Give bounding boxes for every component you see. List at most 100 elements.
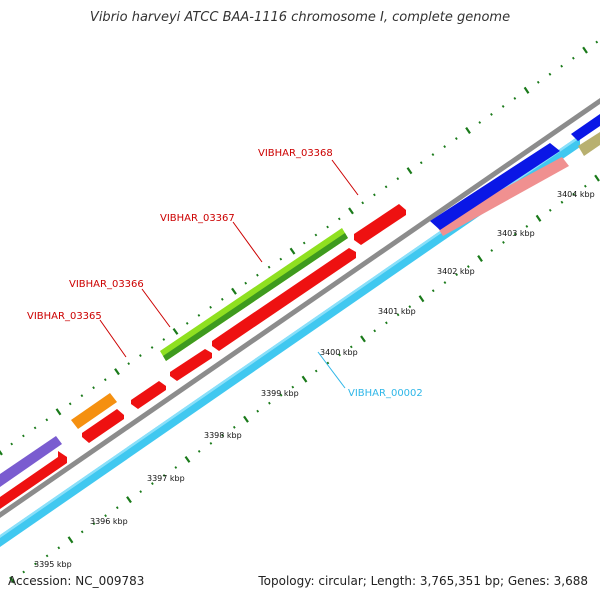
minor-tick — [583, 184, 587, 188]
scale-label: 3400 kbp — [320, 348, 358, 357]
minor-tick — [466, 265, 470, 269]
minor-tick — [548, 72, 552, 76]
gene-vibhar-03367-red[interactable] — [212, 248, 356, 351]
minor-tick — [57, 546, 61, 550]
minor-tick — [373, 193, 376, 197]
minor-tick — [151, 482, 154, 485]
minor-tick — [443, 145, 447, 149]
minor-tick — [127, 362, 131, 365]
scale-label: 3404 kbp — [557, 190, 595, 199]
major-tick — [114, 368, 120, 376]
minor-tick — [268, 401, 271, 405]
gene-label[interactable]: VIBHAR_03365 — [27, 311, 102, 322]
minor-tick — [139, 490, 143, 493]
label-leaders — [99, 159, 359, 389]
minor-tick — [232, 425, 236, 429]
major-tick — [523, 86, 530, 94]
gene-vibhar-03366[interactable] — [170, 349, 212, 381]
gene-label[interactable]: VIBHAR_03367 — [160, 213, 235, 224]
minor-tick — [560, 200, 564, 204]
major-tick — [184, 455, 191, 463]
minor-tick — [22, 434, 25, 438]
scale-labels: 3395 kbp 3396 kbp 3397 kbp 3398 kbp 3399… — [34, 190, 595, 569]
major-tick — [418, 295, 425, 303]
major-tick — [231, 287, 237, 295]
minor-tick — [256, 273, 259, 277]
scale-label: 3397 kbp — [147, 474, 185, 483]
minor-tick — [490, 112, 493, 116]
gene-label[interactable]: VIBHAR_03368 — [258, 148, 333, 159]
minor-tick — [34, 562, 37, 566]
minor-tick — [279, 393, 283, 397]
minor-tick — [92, 386, 95, 390]
minor-tick — [267, 265, 271, 269]
minor-tick — [197, 450, 201, 453]
minor-tick — [162, 474, 166, 477]
minor-tick — [103, 378, 107, 382]
minor-tick — [490, 249, 494, 252]
major-tick — [465, 126, 471, 135]
gene-pink[interactable] — [436, 157, 569, 236]
scale-label: 3403 kbp — [497, 229, 535, 238]
minor-tick — [571, 56, 575, 60]
minor-tick — [326, 361, 330, 365]
minor-tick — [80, 530, 84, 534]
minor-tick — [185, 322, 189, 325]
gene-olive[interactable] — [578, 132, 600, 156]
outer-track-genes — [0, 228, 348, 487]
gene-vibhar-00002[interactable] — [0, 135, 580, 547]
minor-tick — [595, 40, 599, 44]
major-tick — [289, 247, 296, 255]
gene-orange[interactable] — [71, 393, 117, 429]
minor-tick — [525, 224, 529, 228]
minor-tick — [45, 554, 49, 558]
minor-tick — [45, 418, 49, 422]
scale-label: 3401 kbp — [378, 307, 416, 316]
scale-label: 3396 kbp — [90, 517, 128, 526]
backbone — [0, 98, 600, 518]
major-tick — [67, 536, 74, 544]
major-tick — [9, 576, 15, 584]
gene-green[interactable] — [160, 228, 348, 361]
minor-tick — [68, 402, 72, 406]
minor-tick — [314, 369, 318, 373]
gene-red-small-1[interactable] — [82, 409, 124, 443]
major-tick — [582, 46, 588, 54]
minor-tick — [396, 313, 400, 317]
minor-tick — [174, 466, 178, 469]
gene-blue[interactable] — [430, 114, 600, 230]
minor-tick — [115, 506, 119, 510]
minor-tick — [279, 257, 283, 261]
minor-tick — [80, 394, 84, 398]
gene-vibhar-03368[interactable] — [354, 204, 406, 245]
gene-vibhar-03365[interactable] — [131, 381, 166, 409]
minor-tick — [384, 185, 388, 189]
gene-left-red-long[interactable] — [0, 451, 67, 509]
gene-label[interactable]: VIBHAR_03366 — [69, 279, 144, 290]
minor-tick — [162, 338, 166, 341]
minor-tick — [361, 201, 365, 205]
minor-tick — [92, 522, 96, 526]
minor-tick — [478, 121, 482, 124]
map-title: Vibrio harveyi ATCC BAA-1116 chromosome … — [89, 10, 511, 25]
minor-tick — [443, 281, 447, 285]
gene-purple[interactable] — [0, 436, 62, 487]
minor-tick — [536, 80, 540, 84]
genome-summary: Topology: circular; Length: 3,765,351 bp… — [258, 574, 588, 588]
minor-tick — [502, 240, 505, 244]
minor-tick — [419, 161, 423, 165]
minor-tick — [560, 64, 564, 68]
minor-tick — [104, 514, 107, 518]
major-tick — [535, 214, 542, 222]
major-tick — [348, 207, 354, 215]
minor-tick — [302, 241, 306, 245]
minor-tick — [33, 426, 37, 430]
major-tick — [172, 327, 179, 335]
outer-tick-ring — [0, 40, 599, 456]
major-tick — [55, 408, 62, 416]
gene-label[interactable]: VIBHAR_00002 — [348, 388, 423, 399]
major-tick — [360, 335, 366, 343]
minor-tick — [548, 208, 552, 212]
minor-tick — [408, 305, 412, 309]
gene-labels: VIBHAR_03368 VIBHAR_03367 VIBHAR_03366 V… — [27, 148, 423, 399]
